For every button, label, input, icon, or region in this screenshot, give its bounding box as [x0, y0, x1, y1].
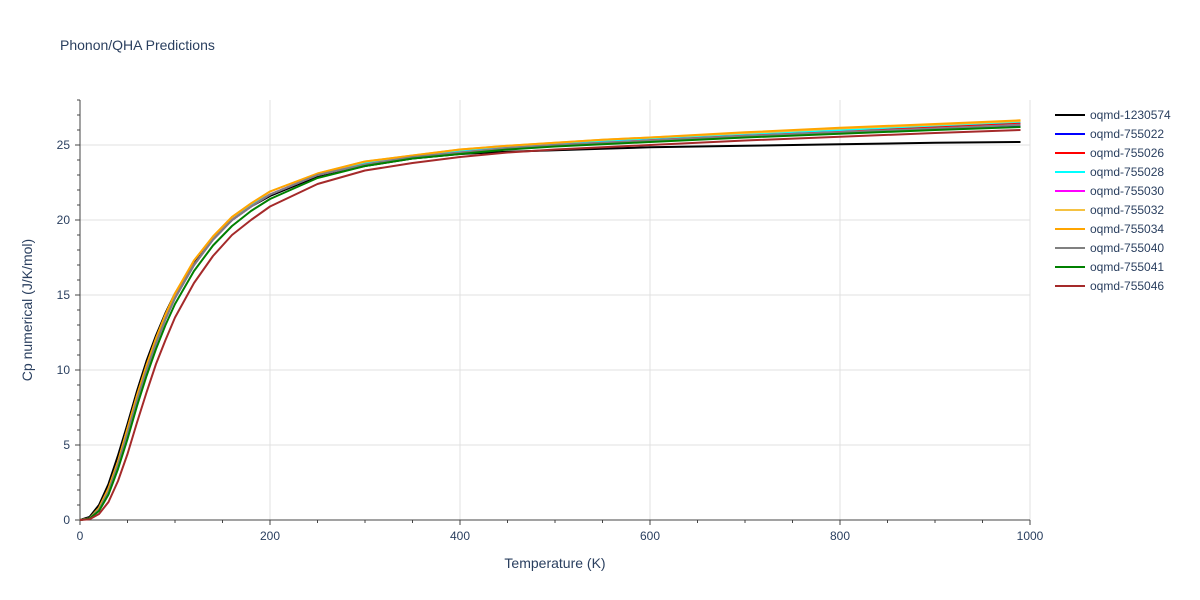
series-line-oqmd-755028 [79, 120, 1021, 521]
series-line-oqmd-755040 [79, 123, 1021, 521]
x-tick-label: 1000 [1017, 529, 1044, 543]
legend-label: oqmd-755028 [1090, 165, 1164, 179]
legend-label: oqmd-1230574 [1090, 108, 1171, 122]
legend-label: oqmd-755046 [1090, 279, 1164, 293]
series-line-oqmd-755022 [79, 124, 1021, 521]
x-ticks: 0 200 400 600 800 1000 [77, 520, 1044, 543]
series-line-oqmd-755030 [79, 123, 1021, 521]
y-tick-label: 20 [57, 213, 71, 227]
legend-label: oqmd-755040 [1090, 241, 1164, 255]
y-tick-label: 15 [57, 288, 71, 302]
x-tick-label: 800 [830, 529, 850, 543]
series-lines [79, 119, 1021, 521]
x-tick-label: 600 [640, 529, 660, 543]
y-axis-title: Cp numerical (J/K/mol) [19, 239, 35, 381]
y-tick-label: 25 [57, 138, 71, 152]
series-line-oqmd-755041 [79, 126, 1021, 521]
x-tick-label: 200 [260, 529, 280, 543]
legend-item-oqmd-755026[interactable]: oqmd-755026 [1055, 146, 1164, 160]
series-line-oqmd-755026 [79, 122, 1021, 521]
series-line-oqmd-755034 [79, 119, 1021, 521]
y-tick-label: 0 [63, 513, 70, 527]
legend-label: oqmd-755022 [1090, 127, 1164, 141]
series-line-oqmd-755046 [79, 129, 1021, 521]
y-tick-label: 5 [63, 438, 70, 452]
x-tick-label: 0 [77, 529, 84, 543]
legend-item-oqmd-755040[interactable]: oqmd-755040 [1055, 241, 1164, 255]
legend-item-oqmd-755041[interactable]: oqmd-755041 [1055, 260, 1164, 274]
legend-item-oqmd-1230574[interactable]: oqmd-1230574 [1055, 108, 1171, 122]
legend-item-oqmd-755028[interactable]: oqmd-755028 [1055, 165, 1164, 179]
legend-label: oqmd-755034 [1090, 222, 1164, 236]
legend-label: oqmd-755026 [1090, 146, 1164, 160]
legend-item-oqmd-755022[interactable]: oqmd-755022 [1055, 127, 1164, 141]
grid [80, 100, 1031, 520]
y-tick-label: 10 [57, 363, 71, 377]
legend-label: oqmd-755032 [1090, 203, 1164, 217]
series-line-oqmd-755032 [79, 120, 1021, 521]
x-tick-label: 400 [450, 529, 470, 543]
legend-label: oqmd-755041 [1090, 260, 1164, 274]
legend-item-oqmd-755046[interactable]: oqmd-755046 [1055, 279, 1164, 293]
series-line-oqmd-1230574 [79, 141, 1021, 521]
legend: oqmd-1230574 oqmd-755022 oqmd-755026 oqmd-7… [1055, 108, 1171, 293]
legend-label: oqmd-755030 [1090, 184, 1164, 198]
legend-item-oqmd-755030[interactable]: oqmd-755030 [1055, 184, 1164, 198]
axes [79, 100, 1030, 521]
y-ticks: 0 5 10 15 20 25 [57, 99, 80, 527]
legend-item-oqmd-755032[interactable]: oqmd-755032 [1055, 203, 1164, 217]
legend-item-oqmd-755034[interactable]: oqmd-755034 [1055, 222, 1164, 236]
x-axis-title: Temperature (K) [504, 555, 605, 571]
chart-title: Phonon/QHA Predictions [60, 37, 215, 53]
